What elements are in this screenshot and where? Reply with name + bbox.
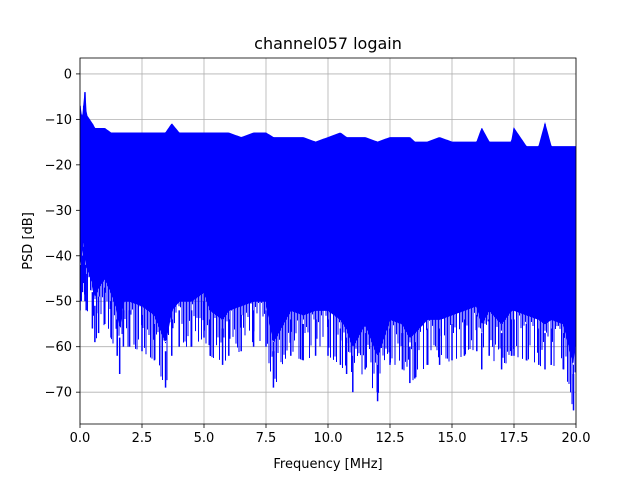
x-tick-label: 10.0 (314, 431, 343, 446)
y-tick-label: −10 (45, 113, 72, 128)
y-tick-label: 0 (64, 67, 72, 82)
x-tick-label: 7.5 (256, 431, 277, 446)
psd-trace-spikes (80, 98, 576, 411)
y-tick-label: −60 (45, 340, 72, 355)
x-tick-label: 5.0 (194, 431, 215, 446)
x-tick-label: 0.0 (70, 431, 91, 446)
x-tick-label: 20.0 (562, 431, 591, 446)
y-axis-label: PSD [dB] (21, 212, 36, 270)
x-tick-label: 2.5 (132, 431, 153, 446)
x-axis-ticks: 0.0 2.5 5.0 7.5 10.0 12.5 15.0 17.5 20.0 (70, 424, 591, 446)
y-tick-label: −30 (45, 204, 72, 219)
y-axis-ticks: 0 −10 −20 −30 −40 −50 −60 −70 (45, 67, 80, 401)
y-tick-label: −50 (45, 295, 72, 310)
y-tick-label: −40 (45, 249, 72, 264)
series-layer (80, 92, 576, 411)
x-tick-label: 17.5 (500, 431, 529, 446)
chart-title: channel057 logain (254, 34, 402, 53)
x-tick-label: 12.5 (376, 431, 405, 446)
y-tick-label: −70 (45, 386, 72, 401)
y-tick-label: −20 (45, 158, 72, 173)
x-axis-label: Frequency [MHz] (273, 457, 382, 472)
x-tick-label: 15.0 (438, 431, 467, 446)
plot-area (80, 92, 576, 411)
